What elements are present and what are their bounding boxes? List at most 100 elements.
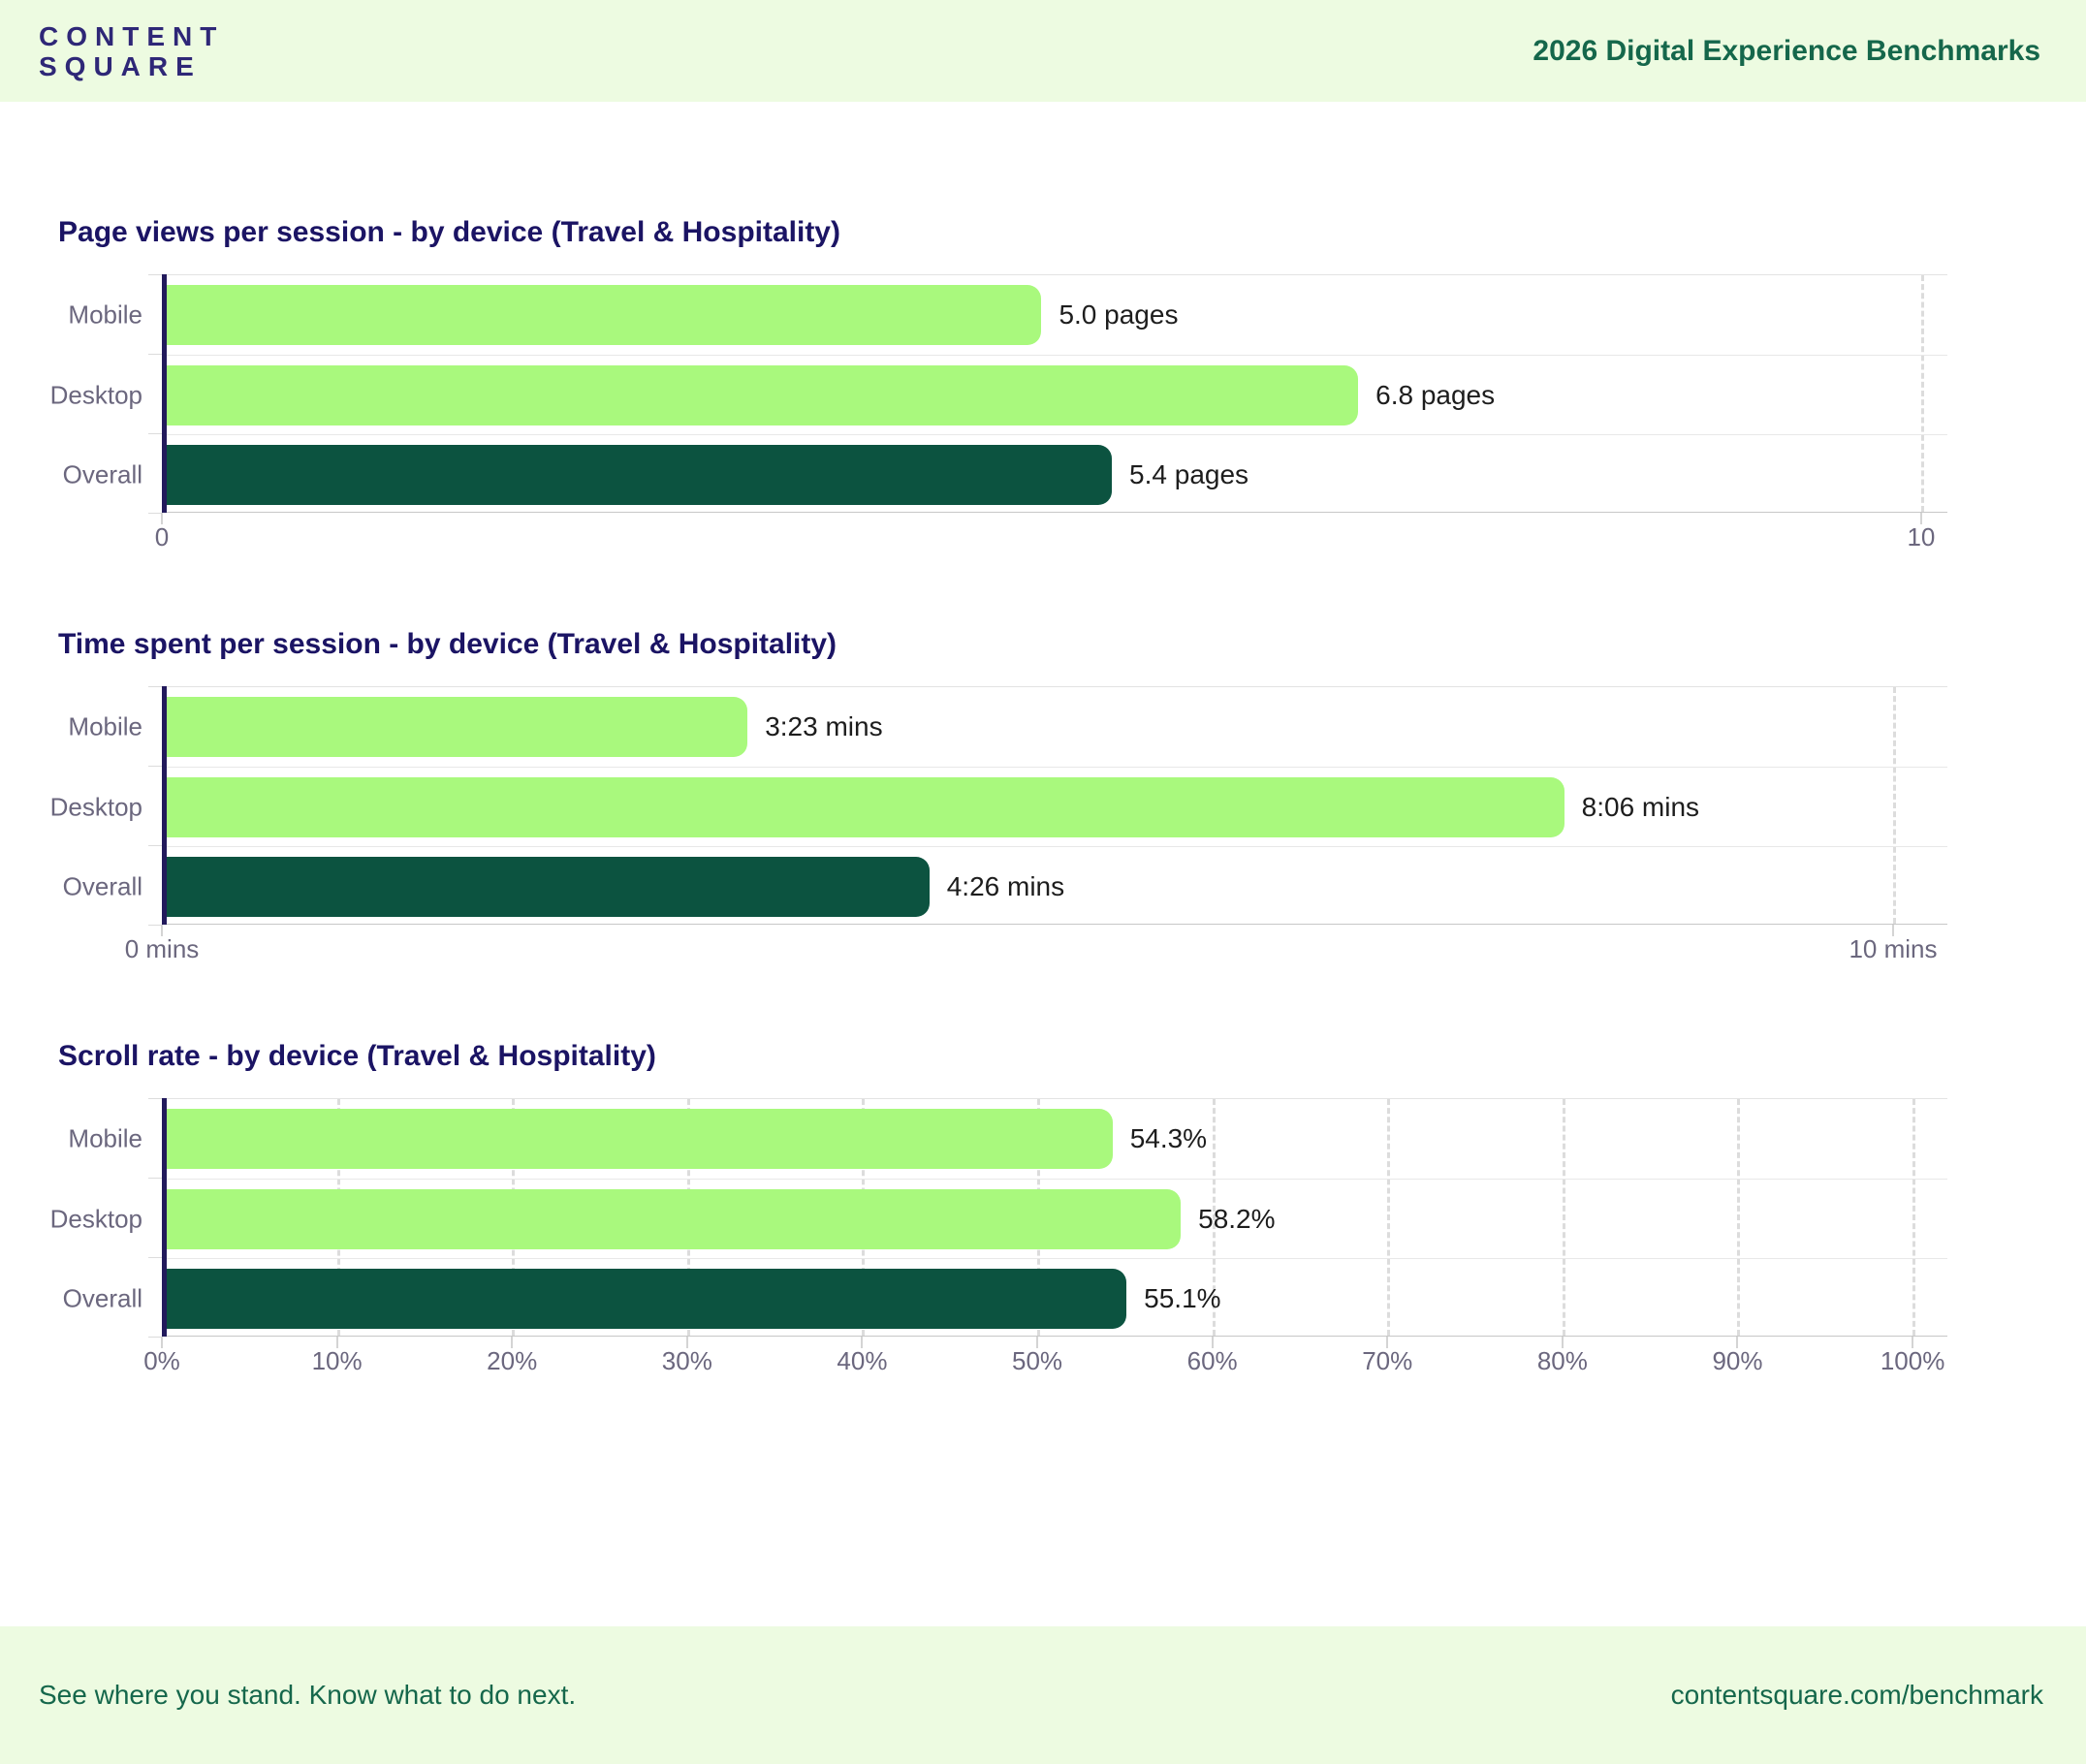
row-boundary-tick — [148, 354, 162, 355]
x-axis-tick — [161, 513, 163, 524]
category-label-desktop: Desktop — [49, 380, 142, 409]
x-axis-tick — [161, 925, 163, 936]
gridline — [1893, 687, 1896, 924]
x-axis-tick — [1736, 1337, 1739, 1348]
x-axis-tick — [1892, 925, 1894, 936]
bar-overall — [162, 857, 930, 917]
gridline — [1737, 1099, 1741, 1336]
category-label-overall: Overall — [62, 871, 142, 900]
value-label: 54.3% — [1129, 1123, 1208, 1153]
y-axis-line — [162, 686, 167, 925]
x-tick-label: 100% — [1880, 1346, 1945, 1375]
chart-page-views-per-session: Page views per session - by device (Trav… — [50, 215, 2086, 557]
value-label: 5.4 pages — [1129, 458, 1249, 489]
value-label: 58.2% — [1198, 1203, 1276, 1234]
header: CONTENT SQUARE 2026 Digital Experience B… — [0, 0, 2086, 102]
x-tick-label: 10 — [1907, 522, 1936, 551]
row-boundary-tick — [148, 1098, 162, 1099]
x-axis-labels: 0% 10% 20% 30% 40% 50% 60% 70% 80% 90% 100% — [143, 1337, 1947, 1381]
bar-row: Overall 4:26 mins — [63, 846, 1947, 926]
bar-mobile — [162, 697, 748, 757]
x-axis-tick — [1211, 1337, 1214, 1348]
bar-overall — [162, 1269, 1127, 1329]
x-tick-label: 0% — [143, 1346, 180, 1375]
category-label-mobile: Mobile — [68, 711, 142, 741]
x-tick-label: 90% — [1712, 1346, 1763, 1375]
x-tick-label: 0 mins — [124, 934, 200, 963]
y-axis-line — [162, 274, 167, 513]
x-axis-tick — [861, 1337, 864, 1348]
gridline — [1912, 1099, 1916, 1336]
row-boundary-tick — [148, 845, 162, 846]
y-axis-line — [162, 1098, 167, 1337]
bar-row: Desktop 8:06 mins — [50, 767, 1947, 846]
row-boundary-tick — [148, 274, 162, 275]
row-boundary-tick — [148, 925, 162, 926]
x-axis-tick — [685, 1337, 688, 1348]
x-axis-labels: 0 mins 10 mins — [125, 925, 1947, 969]
category-label-desktop: Desktop — [49, 792, 142, 821]
logo-line-2: SQUARE — [39, 50, 202, 81]
report-title: 2026 Digital Experience Benchmarks — [1533, 34, 2040, 67]
bar-desktop — [162, 1189, 1182, 1249]
bar-row: Desktop 58.2% — [50, 1179, 1947, 1258]
bar-row: Overall 5.4 pages — [63, 434, 1947, 514]
row-boundary-tick — [148, 513, 162, 514]
contentsquare-logo: CONTENT SQUARE — [39, 21, 224, 81]
x-tick-label: 20% — [487, 1346, 538, 1375]
category-label-mobile: Mobile — [68, 1123, 142, 1153]
gridline — [1920, 275, 1924, 512]
plot-area: Mobile 3:23 mins Desktop 8:06 mins Overall 4:… — [50, 686, 1947, 936]
bar-overall — [162, 445, 1113, 505]
category-label-desktop: Desktop — [49, 1204, 142, 1233]
x-axis-tick — [1561, 1337, 1564, 1348]
x-axis-tick — [511, 1337, 514, 1348]
row-boundary-tick — [148, 1337, 162, 1338]
x-tick-label: 30% — [661, 1346, 712, 1375]
category-label-overall: Overall — [62, 1283, 142, 1312]
plot-area: Mobile 54.3% Desktop 58.2% Overall 55.1% — [50, 1098, 1947, 1348]
value-label: 4:26 mins — [946, 870, 1065, 901]
footer-benchmark-link[interactable]: contentsquare.com/benchmark — [1670, 1680, 2043, 1710]
x-tick-label: 10 mins — [1849, 934, 1938, 963]
gridline — [1387, 1099, 1391, 1336]
value-label: 55.1% — [1144, 1282, 1221, 1313]
bar-row: Mobile 54.3% — [68, 1099, 1947, 1179]
footer-tagline: See where you stand. Know what to do nex… — [39, 1680, 577, 1710]
x-axis-tick — [161, 1337, 163, 1348]
x-axis-tick — [1912, 1337, 1914, 1348]
gridline — [1212, 1099, 1216, 1336]
chart-scroll-rate: Scroll rate - by device (Travel & Hospit… — [50, 1039, 2086, 1381]
x-tick-label: 0 — [154, 522, 170, 551]
value-label: 6.8 pages — [1375, 379, 1496, 410]
x-axis-tick — [1386, 1337, 1389, 1348]
chart-title: Time spent per session - by device (Trav… — [58, 628, 838, 660]
value-label: 8:06 mins — [1581, 791, 1700, 822]
value-label: 5.0 pages — [1059, 299, 1179, 330]
chart-title: Page views per session - by device (Trav… — [58, 216, 840, 248]
logo-line-1: CONTENT — [39, 20, 225, 51]
row-boundary-tick — [148, 766, 162, 767]
bar-mobile — [162, 285, 1042, 345]
x-tick-label: 80% — [1536, 1346, 1588, 1375]
category-label-overall: Overall — [62, 459, 142, 488]
bar-row: Mobile 5.0 pages — [68, 275, 1947, 355]
x-axis-labels: 0 10 — [155, 513, 1947, 557]
value-label: 3:23 mins — [765, 711, 883, 741]
footer: See where you stand. Know what to do nex… — [0, 1626, 2086, 1764]
x-axis-tick — [1919, 513, 1922, 524]
row-boundary-tick — [148, 1178, 162, 1179]
x-axis-tick — [1036, 1337, 1039, 1348]
chart-time-spent-per-session: Time spent per session - by device (Trav… — [50, 627, 2086, 969]
x-tick-label: 50% — [1012, 1346, 1063, 1375]
x-axis-tick — [335, 1337, 338, 1348]
bar-row: Mobile 3:23 mins — [68, 687, 1947, 767]
gridline — [1562, 1099, 1565, 1336]
row-boundary-tick — [148, 1257, 162, 1258]
bar-row: Overall 55.1% — [63, 1258, 1947, 1338]
bar-row: Desktop 6.8 pages — [50, 355, 1947, 434]
x-tick-label: 40% — [837, 1346, 888, 1375]
category-label-mobile: Mobile — [68, 299, 142, 330]
bar-desktop — [162, 777, 1564, 837]
